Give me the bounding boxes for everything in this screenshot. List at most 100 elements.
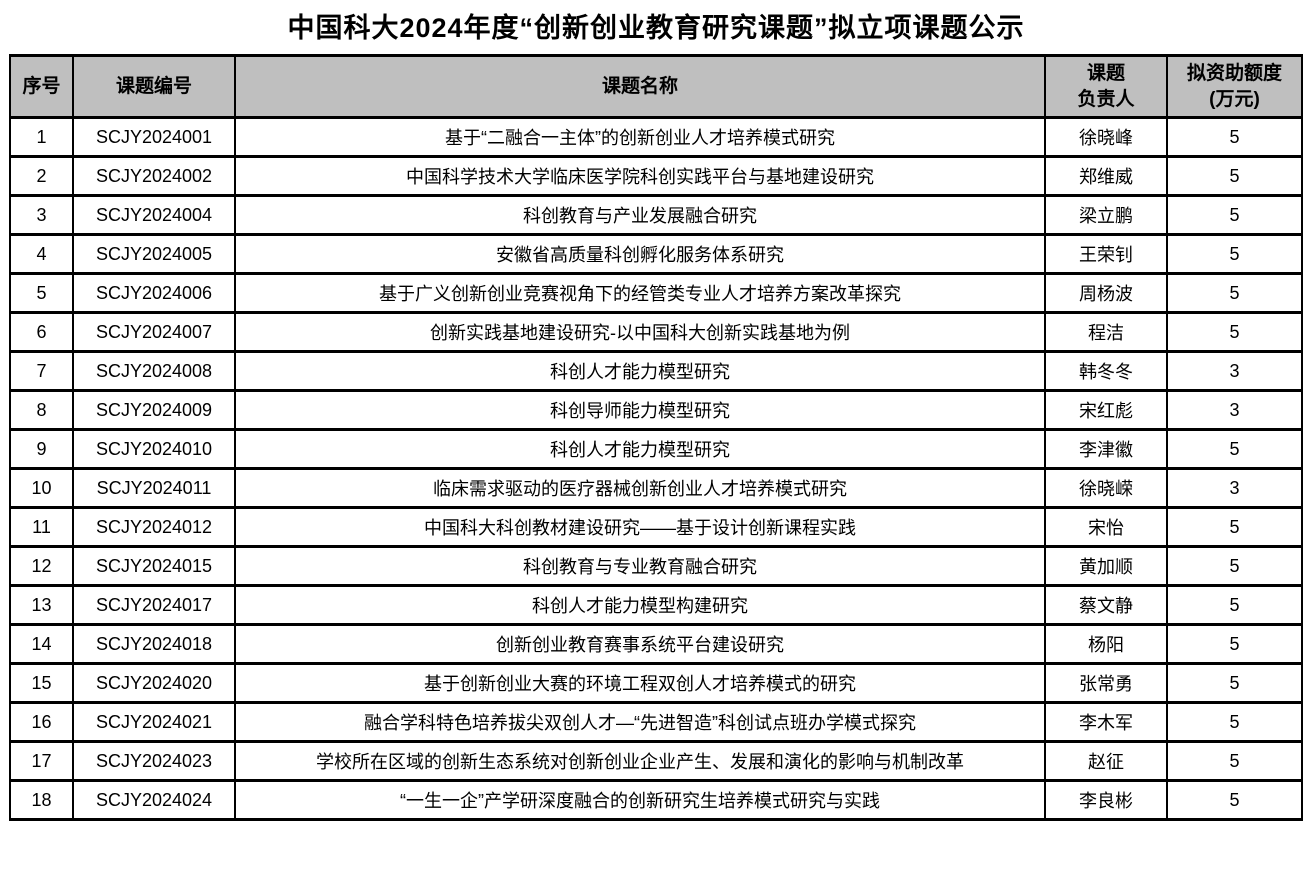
index-cell: 2: [9, 155, 74, 197]
name-cell: 创新创业教育赛事系统平台建设研究: [234, 623, 1046, 665]
amount-cell: 5: [1166, 623, 1303, 665]
leader-cell: 宋红彪: [1044, 389, 1168, 431]
name-cell: 基于创新创业大赛的环境工程双创人才培养模式的研究: [234, 662, 1046, 704]
table-row: 1 SCJY2024001 基于“二融合一主体”的创新创业人才培养模式研究 徐晓峰 5: [9, 116, 1303, 158]
amount-cell: 3: [1166, 350, 1303, 392]
id-cell: SCJY2024004: [72, 194, 236, 236]
leader-cell: 徐晓峰: [1044, 116, 1168, 158]
leader-cell: 韩冬冬: [1044, 350, 1168, 392]
index-cell: 1: [9, 116, 74, 158]
table-row: 5 SCJY2024006 基于广义创新创业竞赛视角下的经管类专业人才培养方案改革探…: [9, 272, 1303, 314]
name-cell: 中国科大科创教材建设研究——基于设计创新课程实践: [234, 506, 1046, 548]
leader-cell: 周杨波: [1044, 272, 1168, 314]
name-cell: 创新实践基地建设研究-以中国科大创新实践基地为例: [234, 311, 1046, 353]
amount-cell: 5: [1166, 194, 1303, 236]
table-row: 3 SCJY2024004 科创教育与产业发展融合研究 梁立鹏 5: [9, 194, 1303, 236]
table-body: 1 SCJY2024001 基于“二融合一主体”的创新创业人才培养模式研究 徐晓峰 5 2…: [9, 116, 1303, 821]
leader-cell: 李津徽: [1044, 428, 1168, 470]
table-row: 12 SCJY2024015 科创教育与专业教育融合研究 黄加顺 5: [9, 545, 1303, 587]
leader-cell: 宋怡: [1044, 506, 1168, 548]
leader-cell: 杨阳: [1044, 623, 1168, 665]
table-row: 14 SCJY2024018 创新创业教育赛事系统平台建设研究 杨阳 5: [9, 623, 1303, 665]
table-row: 16 SCJY2024021 融合学科特色培养拔尖双创人才—“先进智造”科创试点班办…: [9, 701, 1303, 743]
leader-cell: 蔡文静: [1044, 584, 1168, 626]
index-cell: 8: [9, 389, 74, 431]
name-cell: 科创导师能力模型研究: [234, 389, 1046, 431]
leader-cell: 李良彬: [1044, 779, 1168, 821]
id-cell: SCJY2024009: [72, 389, 236, 431]
index-cell: 5: [9, 272, 74, 314]
name-cell: 科创人才能力模型研究: [234, 350, 1046, 392]
amount-cell: 5: [1166, 506, 1303, 548]
amount-cell: 5: [1166, 545, 1303, 587]
header-row: 序号 课题编号 课题名称 课题 负责人 拟资助额度 (万元): [9, 54, 1303, 119]
table-row: 4 SCJY2024005 安徽省高质量科创孵化服务体系研究 王荣钊 5: [9, 233, 1303, 275]
amount-cell: 5: [1166, 584, 1303, 626]
name-cell: 学校所在区域的创新生态系统对创新创业企业产生、发展和演化的影响与机制改革: [234, 740, 1046, 782]
name-cell: 融合学科特色培养拔尖双创人才—“先进智造”科创试点班办学模式探究: [234, 701, 1046, 743]
name-cell: 科创教育与专业教育融合研究: [234, 545, 1046, 587]
amount-cell: 5: [1166, 428, 1303, 470]
table-row: 6 SCJY2024007 创新实践基地建设研究-以中国科大创新实践基地为例 程洁 5: [9, 311, 1303, 353]
id-cell: SCJY2024002: [72, 155, 236, 197]
header-leader-line2: 负责人: [1077, 88, 1135, 110]
amount-cell: 5: [1166, 740, 1303, 782]
header-leader-line1: 课题: [1086, 62, 1125, 84]
amount-cell: 5: [1166, 272, 1303, 314]
leader-cell: 张常勇: [1044, 662, 1168, 704]
name-cell: 中国科学技术大学临床医学院科创实践平台与基地建设研究: [234, 155, 1046, 197]
id-cell: SCJY2024008: [72, 350, 236, 392]
table-row: 8 SCJY2024009 科创导师能力模型研究 宋红彪 3: [9, 389, 1303, 431]
id-cell: SCJY2024005: [72, 233, 236, 275]
table-row: 11 SCJY2024012 中国科大科创教材建设研究——基于设计创新课程实践 宋怡 5: [9, 506, 1303, 548]
id-cell: SCJY2024024: [72, 779, 236, 821]
table-row: 10 SCJY2024011 临床需求驱动的医疗器械创新创业人才培养模式研究 徐晓嵘 3: [9, 467, 1303, 509]
amount-cell: 3: [1166, 467, 1303, 509]
table-row: 18 SCJY2024024 “一生一企”产学研深度融合的创新研究生培养模式研究与实…: [9, 779, 1303, 821]
table-row: 7 SCJY2024008 科创人才能力模型研究 韩冬冬 3: [9, 350, 1303, 392]
leader-cell: 梁立鹏: [1044, 194, 1168, 236]
index-cell: 13: [9, 584, 74, 626]
index-cell: 3: [9, 194, 74, 236]
id-cell: SCJY2024015: [72, 545, 236, 587]
header-index: 序号: [9, 54, 74, 119]
amount-cell: 5: [1166, 311, 1303, 353]
leader-cell: 赵征: [1044, 740, 1168, 782]
table-row: 2 SCJY2024002 中国科学技术大学临床医学院科创实践平台与基地建设研究 郑维…: [9, 155, 1303, 197]
name-cell: 基于广义创新创业竞赛视角下的经管类专业人才培养方案改革探究: [234, 272, 1046, 314]
id-cell: SCJY2024017: [72, 584, 236, 626]
amount-cell: 5: [1166, 116, 1303, 158]
amount-cell: 5: [1166, 233, 1303, 275]
index-cell: 14: [9, 623, 74, 665]
id-cell: SCJY2024007: [72, 311, 236, 353]
leader-cell: 李木军: [1044, 701, 1168, 743]
id-cell: SCJY2024010: [72, 428, 236, 470]
name-cell: 基于“二融合一主体”的创新创业人才培养模式研究: [234, 116, 1046, 158]
id-cell: SCJY2024023: [72, 740, 236, 782]
index-cell: 9: [9, 428, 74, 470]
id-cell: SCJY2024011: [72, 467, 236, 509]
index-cell: 7: [9, 350, 74, 392]
index-cell: 11: [9, 506, 74, 548]
page-title: 中国科大2024年度“创新创业教育研究课题”拟立项课题公示: [287, 13, 1025, 43]
header-amount: 拟资助额度 (万元): [1166, 54, 1303, 119]
header-name: 课题名称: [234, 54, 1046, 119]
header-leader: 课题 负责人: [1044, 54, 1168, 119]
table-row: 9 SCJY2024010 科创人才能力模型研究 李津徽 5: [9, 428, 1303, 470]
leader-cell: 王荣钊: [1044, 233, 1168, 275]
leader-cell: 黄加顺: [1044, 545, 1168, 587]
index-cell: 4: [9, 233, 74, 275]
amount-cell: 5: [1166, 779, 1303, 821]
table-row: 13 SCJY2024017 科创人才能力模型构建研究 蔡文静 5: [9, 584, 1303, 626]
leader-cell: 程洁: [1044, 311, 1168, 353]
index-cell: 10: [9, 467, 74, 509]
projects-table: 序号 课题编号 课题名称 课题 负责人 拟资助额度 (万元) 1 SCJY2024…: [9, 54, 1303, 821]
name-cell: “一生一企”产学研深度融合的创新研究生培养模式研究与实践: [234, 779, 1046, 821]
name-cell: 科创教育与产业发展融合研究: [234, 194, 1046, 236]
header-amount-line2: (万元): [1209, 88, 1260, 110]
amount-cell: 5: [1166, 701, 1303, 743]
name-cell: 临床需求驱动的医疗器械创新创业人才培养模式研究: [234, 467, 1046, 509]
id-cell: SCJY2024018: [72, 623, 236, 665]
id-cell: SCJY2024020: [72, 662, 236, 704]
